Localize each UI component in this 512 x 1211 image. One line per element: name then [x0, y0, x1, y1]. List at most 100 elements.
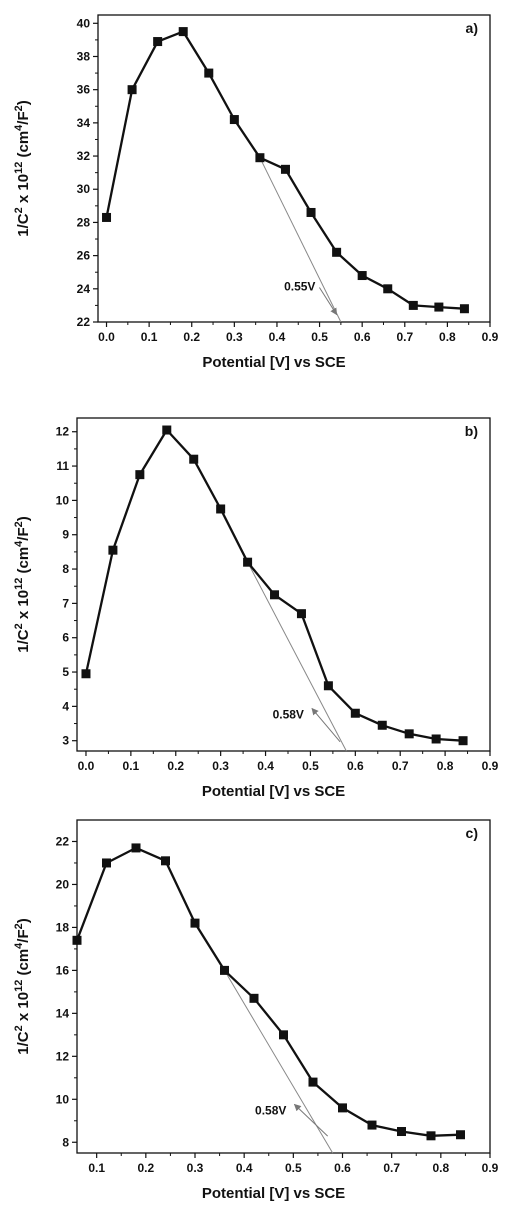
y-axis-title-superscript: 2 — [13, 1025, 25, 1031]
series-line — [75, 846, 461, 1137]
data-point — [459, 304, 469, 314]
x-tick-label: 0.7 — [383, 1161, 400, 1175]
y-tick-label: 22 — [56, 834, 70, 848]
y-axis-title-part: x 10 — [15, 992, 32, 1025]
data-point — [204, 68, 214, 78]
panel-label: b) — [465, 423, 478, 439]
x-tick-label: 0.1 — [88, 1161, 105, 1175]
y-tick-label: 8 — [62, 1135, 69, 1149]
data-point — [408, 300, 418, 310]
y-axis-title-part: ) — [15, 918, 32, 923]
y-axis-title-part: /F — [15, 929, 32, 942]
x-tick-label: 0.4 — [269, 330, 286, 344]
extrapolation-line — [247, 561, 347, 752]
y-axis-title-superscript: 2 — [13, 105, 25, 111]
data-point — [383, 284, 393, 294]
panel-label: c) — [466, 825, 478, 841]
y-tick-label: 9 — [62, 528, 69, 542]
x-axis-title: Potential [V] vs SCE — [202, 354, 345, 371]
y-tick-label: 34 — [77, 116, 91, 130]
extrapolation-line — [224, 970, 334, 1154]
y-axis-title-part: 1/C — [15, 1031, 32, 1055]
data-point — [357, 271, 367, 281]
data-point — [189, 454, 199, 464]
data-point — [220, 965, 229, 975]
data-point — [434, 302, 444, 312]
y-axis-title-part: 1/C — [15, 213, 32, 237]
data-point — [72, 935, 82, 945]
y-tick-label: 12 — [56, 425, 70, 439]
intercept-annotation: 0.55V — [284, 279, 315, 293]
y-tick-label: 16 — [56, 963, 70, 977]
y-axis-title: 1/C2 x 1012 (cm4/F2) — [13, 100, 32, 237]
data-point — [279, 1030, 288, 1040]
data-point — [296, 609, 306, 619]
panel-label: a) — [466, 20, 478, 36]
data-point — [216, 504, 226, 514]
y-axis-title-part: ) — [15, 100, 32, 105]
y-tick-label: 7 — [62, 596, 69, 610]
y-axis-title-part: x 10 — [15, 590, 32, 623]
y-axis-title: 1/C2 x 1012 (cm4/F2) — [13, 918, 32, 1055]
annotation-arrow — [311, 707, 341, 743]
data-point — [397, 1127, 406, 1137]
y-axis-title-superscript: 12 — [13, 578, 25, 590]
y-axis-title-part: (cm — [15, 547, 32, 578]
y-tick-label: 22 — [77, 315, 91, 329]
data-point — [280, 164, 290, 174]
x-tick-label: 0.1 — [141, 330, 158, 344]
y-tick-label: 30 — [77, 182, 91, 196]
y-axis-title-superscript: 4 — [13, 540, 25, 547]
y-axis-title-part: (cm — [15, 949, 32, 980]
data-point — [350, 708, 360, 718]
x-tick-label: 0.5 — [285, 1161, 302, 1175]
x-tick-label: 0.9 — [482, 330, 499, 344]
data-point — [338, 1103, 347, 1113]
y-axis-title-superscript: 2 — [13, 923, 25, 929]
data-point — [249, 993, 259, 1003]
x-tick-label: 0.9 — [482, 1161, 499, 1175]
data-point — [229, 115, 239, 125]
intercept-annotation: 0.58V — [273, 707, 304, 721]
data-point — [306, 207, 316, 217]
intercept-annotation: 0.58V — [255, 1103, 286, 1117]
y-tick-label: 20 — [56, 877, 70, 891]
y-tick-label: 12 — [56, 1049, 70, 1063]
y-tick-label: 6 — [62, 631, 69, 645]
data-point — [108, 545, 118, 555]
y-axis-title-superscript: 12 — [13, 980, 25, 992]
x-tick-label: 0.8 — [439, 330, 456, 344]
x-tick-label: 0.6 — [347, 759, 364, 773]
y-axis-title-part: ) — [15, 516, 32, 521]
plot-frame — [97, 14, 491, 323]
x-tick-label: 0.6 — [354, 330, 371, 344]
y-axis-title-part: /F — [15, 527, 32, 540]
x-tick-label: 0.3 — [187, 1161, 204, 1175]
y-axis-title-superscript: 2 — [13, 207, 25, 213]
y-axis-title-part: /F — [15, 111, 32, 124]
x-tick-label: 0.5 — [302, 759, 319, 773]
x-tick-label: 0.4 — [257, 759, 274, 773]
x-tick-label: 0.9 — [482, 759, 499, 773]
data-point — [367, 1120, 377, 1130]
data-point — [270, 590, 280, 600]
x-tick-label: 0.3 — [212, 759, 229, 773]
y-tick-label: 5 — [62, 665, 69, 679]
data-point — [161, 856, 170, 866]
x-tick-label: 0.7 — [392, 759, 409, 773]
y-tick-label: 24 — [77, 282, 91, 296]
y-axis-title: 1/C2 x 1012 (cm4/F2) — [13, 516, 32, 653]
extrapolation-line — [259, 157, 342, 323]
data-point — [255, 153, 265, 163]
y-axis-title-superscript: 4 — [13, 942, 25, 949]
data-point — [102, 212, 112, 222]
data-point — [131, 843, 141, 853]
data-point — [456, 1130, 465, 1140]
chart-panel-1: 0.0 0.1 0.2 0.3 0.4 0.5 0.6 0.7 0.8 0.92224262830… — [13, 14, 499, 371]
x-tick-label: 0.4 — [236, 1161, 253, 1175]
y-axis-title-part: (cm — [15, 131, 32, 162]
data-point — [377, 720, 387, 730]
x-tick-label: 0.8 — [437, 759, 454, 773]
data-point — [135, 470, 145, 480]
